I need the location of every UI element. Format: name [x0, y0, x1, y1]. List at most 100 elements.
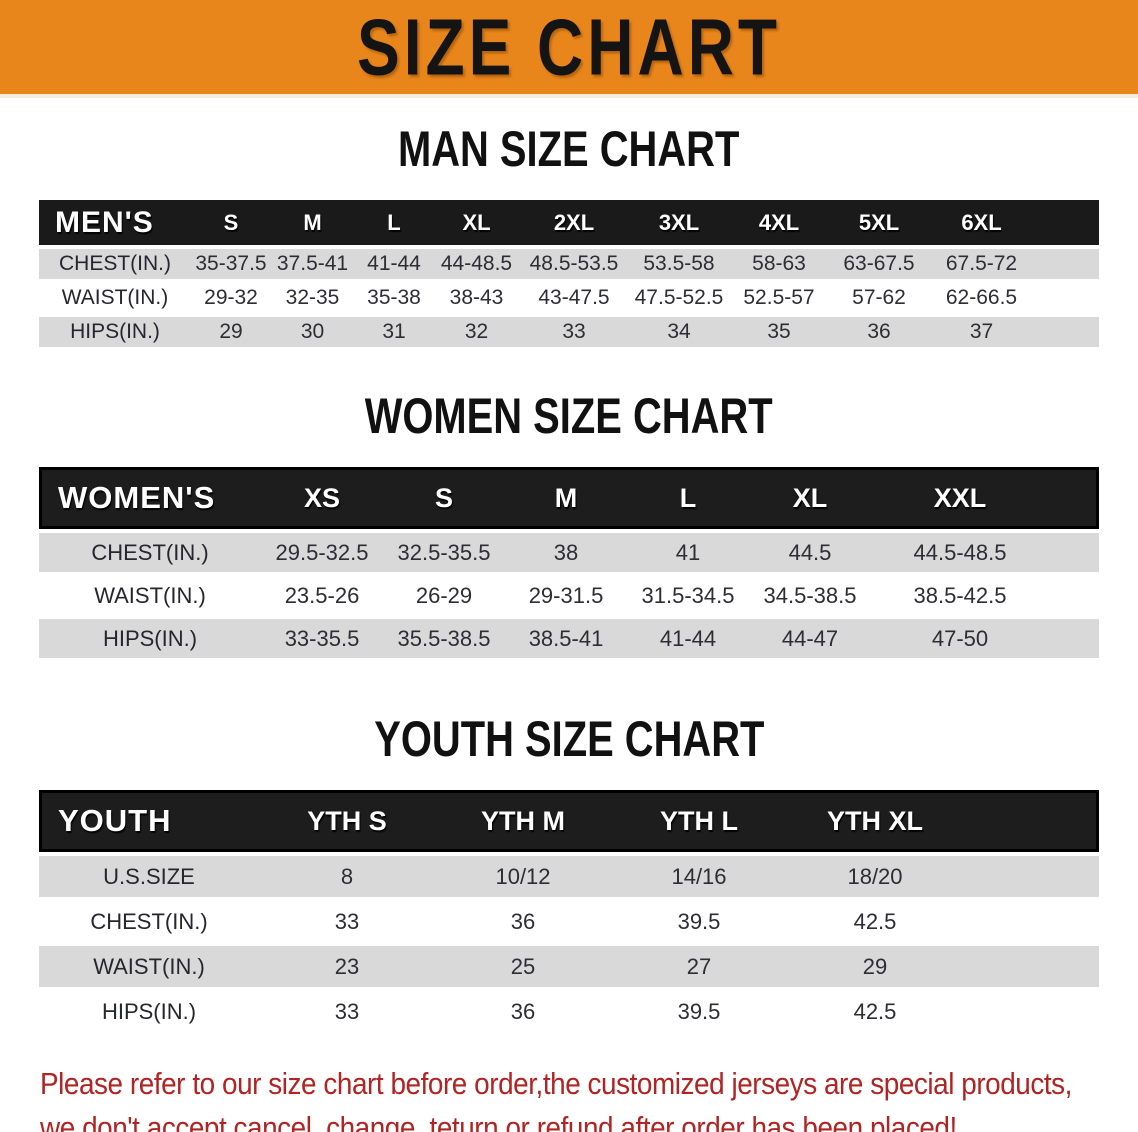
- size-value-cell: 44-48.5: [434, 249, 519, 279]
- size-value-cell: 44.5-48.5: [871, 533, 1049, 572]
- row-filler: [1049, 576, 1099, 615]
- size-value-cell: 57-62: [829, 283, 929, 313]
- size-value-cell: 62-66.5: [929, 283, 1034, 313]
- size-value-cell: 47.5-52.5: [629, 283, 729, 313]
- measurement-row-label: HIPS(IN.): [39, 317, 191, 347]
- size-column-header: YTH M: [435, 790, 611, 852]
- size-value-cell: 32.5-35.5: [383, 533, 505, 572]
- size-value-cell: 39.5: [611, 991, 787, 1032]
- size-value-cell: 38.5-42.5: [871, 576, 1049, 615]
- table-header-label: YOUTH: [39, 790, 259, 852]
- size-value-cell: 36: [435, 901, 611, 942]
- measurement-row-label: CHEST(IN.): [39, 901, 259, 942]
- size-value-cell: 43-47.5: [519, 283, 629, 313]
- size-value-cell: 29: [191, 317, 271, 347]
- size-column-header: M: [505, 467, 627, 529]
- size-value-cell: 39.5: [611, 901, 787, 942]
- size-value-cell: 33: [259, 901, 435, 942]
- measurement-row-label: CHEST(IN.): [39, 249, 191, 279]
- size-column-header: 6XL: [929, 200, 1034, 245]
- size-value-cell: 23: [259, 946, 435, 987]
- youth-size-chart-section: YOUTH SIZE CHART YOUTH YTH S YTH M YTH L YTH…: [0, 710, 1138, 1036]
- size-value-cell: 31: [354, 317, 434, 347]
- size-column-header: XS: [261, 467, 383, 529]
- order-disclaimer: Please refer to our size chart before or…: [40, 1062, 1138, 1132]
- table-row: CHEST(IN.) 35-37.5 37.5-41 41-44 44-48.5 48.5…: [39, 249, 1099, 279]
- size-value-cell: 29-32: [191, 283, 271, 313]
- disclaimer-line-1: Please refer to our size chart before or…: [40, 1066, 1072, 1101]
- size-value-cell: 41: [627, 533, 749, 572]
- size-value-cell: 27: [611, 946, 787, 987]
- size-column-header: XXL: [871, 467, 1049, 529]
- size-column-header: S: [191, 200, 271, 245]
- size-column-header: XL: [749, 467, 871, 529]
- size-value-cell: 32-35: [271, 283, 354, 313]
- row-filler: [1034, 249, 1099, 279]
- size-column-header: L: [627, 467, 749, 529]
- measurement-row-label: WAIST(IN.): [39, 576, 261, 615]
- measurement-row-label: HIPS(IN.): [39, 619, 261, 658]
- table-header-label: WOMEN'S: [39, 467, 261, 529]
- size-column-header: YTH XL: [787, 790, 963, 852]
- measurement-row-label: WAIST(IN.): [39, 283, 191, 313]
- size-value-cell: 67.5-72: [929, 249, 1034, 279]
- size-value-cell: 63-67.5: [829, 249, 929, 279]
- size-value-cell: 33: [259, 991, 435, 1032]
- table-header-row: MEN'S S M L XL 2XL 3XL 4XL 5XL 6XL: [39, 200, 1099, 245]
- size-column-header: 3XL: [629, 200, 729, 245]
- size-value-cell: 30: [271, 317, 354, 347]
- size-value-cell: 37.5-41: [271, 249, 354, 279]
- women-size-chart-section: WOMEN SIZE CHART WOMEN'S XS S M L XL XXL CHEST(…: [0, 387, 1138, 662]
- size-value-cell: 33-35.5: [261, 619, 383, 658]
- size-value-cell: 47-50: [871, 619, 1049, 658]
- size-value-cell: 32: [434, 317, 519, 347]
- size-value-cell: 34.5-38.5: [749, 576, 871, 615]
- size-value-cell: 10/12: [435, 856, 611, 897]
- row-filler: [1034, 317, 1099, 347]
- table-row: WAIST(IN.) 23.5-26 26-29 29-31.5 31.5-34.5 34…: [39, 576, 1099, 615]
- men-size-chart-section: MAN SIZE CHART MEN'S S M L XL 2XL 3XL 4XL 5XL 6XL…: [0, 120, 1138, 351]
- size-value-cell: 29.5-32.5: [261, 533, 383, 572]
- size-column-header: M: [271, 200, 354, 245]
- youth-section-title: YOUTH SIZE CHART: [373, 710, 765, 767]
- size-value-cell: 38-43: [434, 283, 519, 313]
- size-value-cell: 35.5-38.5: [383, 619, 505, 658]
- size-value-cell: 35: [729, 317, 829, 347]
- table-header-label: MEN'S: [39, 200, 191, 245]
- size-value-cell: 41-44: [627, 619, 749, 658]
- row-filler: [963, 991, 1099, 1032]
- size-value-cell: 26-29: [383, 576, 505, 615]
- size-value-cell: 33: [519, 317, 629, 347]
- size-column-header: YTH S: [259, 790, 435, 852]
- table-row: HIPS(IN.) 33-35.5 35.5-38.5 38.5-41 41-44 44-…: [39, 619, 1099, 658]
- size-column-header: YTH L: [611, 790, 787, 852]
- size-value-cell: 41-44: [354, 249, 434, 279]
- banner-title: SIZE CHART: [357, 2, 781, 92]
- table-row: U.S.SIZE 8 10/12 14/16 18/20: [39, 856, 1099, 897]
- size-value-cell: 34: [629, 317, 729, 347]
- size-value-cell: 35-37.5: [191, 249, 271, 279]
- row-filler: [1034, 283, 1099, 313]
- table-row: HIPS(IN.) 33 36 39.5 42.5: [39, 991, 1099, 1032]
- size-value-cell: 42.5: [787, 991, 963, 1032]
- men-size-table: MEN'S S M L XL 2XL 3XL 4XL 5XL 6XL CHEST(IN.) 35-37…: [39, 196, 1099, 351]
- men-section-title: MAN SIZE CHART: [398, 120, 740, 177]
- size-value-cell: 58-63: [729, 249, 829, 279]
- measurement-row-label: CHEST(IN.): [39, 533, 261, 572]
- size-value-cell: 18/20: [787, 856, 963, 897]
- row-filler: [1049, 619, 1099, 658]
- table-row: CHEST(IN.) 29.5-32.5 32.5-35.5 38 41 44.5 44.5…: [39, 533, 1099, 572]
- size-value-cell: 44-47: [749, 619, 871, 658]
- size-value-cell: 37: [929, 317, 1034, 347]
- women-section-title: WOMEN SIZE CHART: [365, 387, 773, 444]
- size-value-cell: 44.5: [749, 533, 871, 572]
- size-value-cell: 31.5-34.5: [627, 576, 749, 615]
- table-header-row: YOUTH YTH S YTH M YTH L YTH XL: [39, 790, 1099, 852]
- table-row: WAIST(IN.) 23 25 27 29: [39, 946, 1099, 987]
- size-column-header: 2XL: [519, 200, 629, 245]
- measurement-row-label: WAIST(IN.): [39, 946, 259, 987]
- table-header-row: WOMEN'S XS S M L XL XXL: [39, 467, 1099, 529]
- size-value-cell: 14/16: [611, 856, 787, 897]
- size-value-cell: 23.5-26: [261, 576, 383, 615]
- size-column-header: S: [383, 467, 505, 529]
